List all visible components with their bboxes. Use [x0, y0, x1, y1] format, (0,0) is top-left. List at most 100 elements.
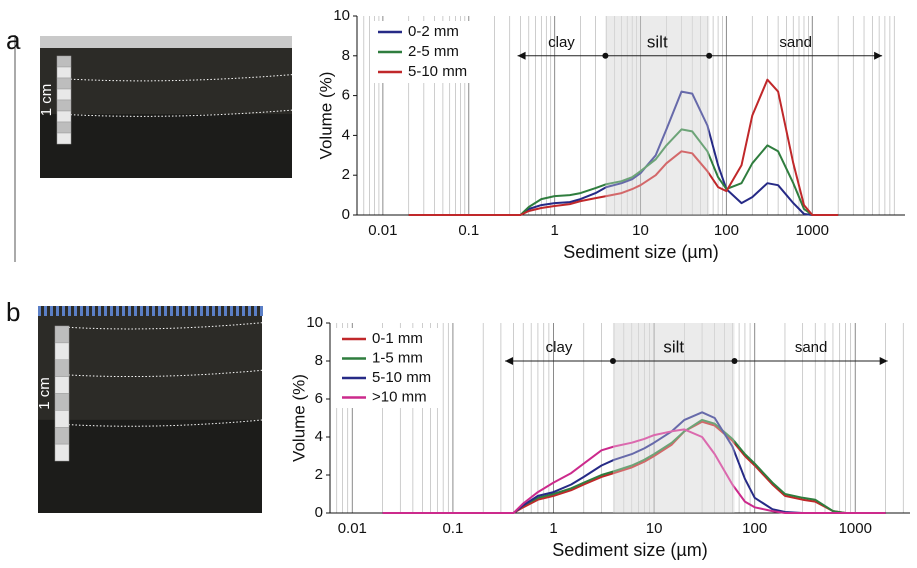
y-tick-label: 8: [342, 47, 350, 64]
ruler-stripe: [164, 306, 167, 316]
silt-overlay: [612, 323, 735, 513]
x-tick-label: 1: [549, 520, 557, 537]
ruler-stripe: [206, 306, 209, 316]
x-tick-label: 1: [550, 222, 558, 239]
sediment-photo-texture: [38, 419, 262, 513]
ruler-stripe: [62, 306, 65, 316]
ruler-stripe: [104, 306, 107, 316]
x-tick-label: 1000: [839, 520, 872, 537]
series-line: [408, 128, 839, 216]
scale-bar-segment: [56, 66, 72, 79]
sediment-photo-texture: [40, 114, 292, 178]
ruler-stripe: [140, 306, 143, 316]
ruler-stripe: [116, 306, 119, 316]
scale-bar-segment: [56, 110, 72, 123]
scale-bar-segment: [54, 427, 70, 445]
y-tick-label: 2: [342, 166, 350, 183]
legend-label: 0-1 mm: [372, 330, 423, 347]
ruler-stripe: [134, 306, 137, 316]
x-tick-label: 100: [742, 520, 767, 537]
photo-sky: [40, 36, 292, 48]
class-bound: [706, 52, 713, 59]
y-tick-label: 2: [315, 466, 323, 483]
ruler-stripe: [92, 306, 95, 316]
series-line: [382, 418, 886, 514]
y-axis-label: Volume (%): [316, 72, 335, 160]
y-tick-label: 6: [315, 390, 323, 407]
y-tick-label: 6: [342, 87, 350, 104]
scale-bar-segment: [56, 99, 72, 112]
ruler-stripe: [200, 306, 203, 316]
silt-overlay: [605, 16, 710, 215]
class-label: silt: [647, 32, 668, 51]
legend-label: 5-10 mm: [372, 369, 431, 386]
x-tick-label: 0.01: [368, 222, 397, 239]
ruler-stripe: [248, 306, 251, 316]
x-tick-label: 0.1: [458, 222, 479, 239]
arrow-head: [517, 51, 526, 60]
legend-label: 2-5 mm: [408, 43, 459, 60]
panel-label: a: [6, 25, 21, 55]
ruler-stripe: [158, 306, 161, 316]
ruler-stripe: [68, 306, 71, 316]
arrow-head: [879, 357, 888, 365]
ruler-stripe: [170, 306, 173, 316]
legend-box: [336, 328, 440, 408]
ruler-stripe: [242, 306, 245, 316]
scale-bar-segment: [56, 132, 72, 145]
series-line: [382, 428, 886, 514]
scale-bar-segment: [54, 410, 70, 428]
arrow-head: [505, 357, 514, 365]
ruler-stripe: [182, 306, 185, 316]
scale-bar-segment: [54, 393, 70, 411]
legend-label: 0-2 mm: [408, 23, 459, 40]
scale-bar-segment: [54, 325, 70, 344]
y-axis-label: Volume (%): [289, 374, 308, 462]
ruler-stripe: [260, 306, 263, 316]
scale-bar-segment: [56, 55, 72, 68]
ruler-stripe: [236, 306, 239, 316]
ruler-stripe: [194, 306, 197, 316]
ruler-stripe: [128, 306, 131, 316]
legend-label: >10 mm: [372, 388, 427, 405]
ruler-stripe: [254, 306, 257, 316]
scale-bar-segment: [56, 88, 72, 101]
ruler-stripe: [224, 306, 227, 316]
ruler-stripe: [176, 306, 179, 316]
x-axis-label: Sediment size (µm): [552, 540, 707, 560]
ruler-stripe: [56, 306, 59, 316]
ruler-stripe: [50, 306, 53, 316]
scale-label: 1 cm: [36, 377, 53, 410]
class-label: sand: [779, 34, 812, 51]
ruler-stripe: [80, 306, 83, 316]
class-bound: [602, 52, 609, 59]
series-line: [408, 90, 839, 216]
x-tick-label: 1000: [796, 222, 829, 239]
ruler-stripe: [38, 306, 41, 316]
scale-bar-segment: [56, 121, 72, 134]
y-tick-label: 8: [315, 352, 323, 369]
ruler-stripe: [188, 306, 191, 316]
scale-bar-segment: [54, 342, 70, 360]
y-tick-label: 0: [315, 504, 323, 521]
ruler-stripe: [44, 306, 47, 316]
class-label: clay: [548, 34, 575, 51]
y-tick-label: 4: [315, 428, 323, 445]
x-tick-label: 100: [714, 222, 739, 239]
ruler-stripe: [122, 306, 125, 316]
ruler-stripe: [230, 306, 233, 316]
x-axis-label: Sediment size (µm): [563, 242, 718, 262]
series-line: [408, 78, 839, 216]
y-tick-label: 0: [342, 206, 350, 223]
x-tick-label: 10: [632, 222, 649, 239]
ruler-stripe: [86, 306, 89, 316]
scale-bar-segment: [54, 359, 70, 377]
scale-bar-segment: [54, 443, 70, 462]
legend-label: 5-10 mm: [408, 63, 467, 80]
legend-label: 1-5 mm: [372, 349, 423, 366]
ruler-stripe: [146, 306, 149, 316]
y-tick-label: 10: [306, 314, 323, 331]
class-label: clay: [546, 339, 573, 356]
y-tick-label: 4: [342, 126, 350, 143]
